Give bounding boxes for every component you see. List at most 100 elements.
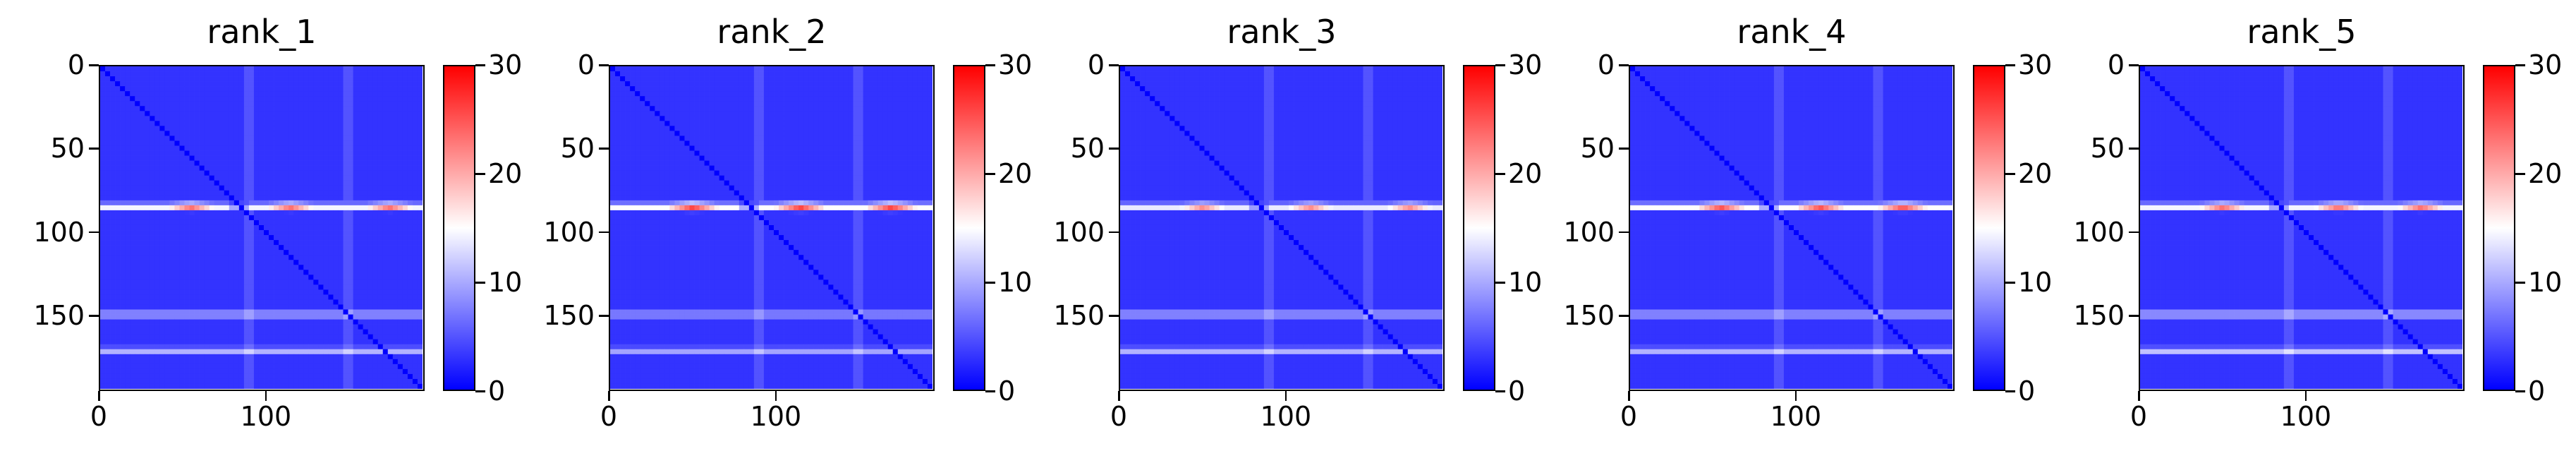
heatmap-cell bbox=[734, 86, 739, 91]
heatmap-cell bbox=[719, 81, 724, 86]
heatmap-cell bbox=[264, 66, 269, 71]
heatmap-cell bbox=[264, 310, 269, 315]
heatmap-cell bbox=[818, 96, 823, 101]
heatmap-cell bbox=[338, 364, 343, 369]
heatmap-cell bbox=[249, 245, 254, 250]
heatmap-cell bbox=[100, 186, 105, 191]
heatmap-cell bbox=[120, 364, 125, 369]
heatmap-cell bbox=[388, 220, 393, 225]
heatmap-cell bbox=[229, 339, 234, 344]
heatmap-cell bbox=[308, 315, 313, 320]
heatmap-cell bbox=[135, 210, 140, 215]
heatmap-cell bbox=[125, 270, 130, 275]
heatmap-cell bbox=[288, 140, 293, 145]
heatmap-cell bbox=[353, 86, 358, 91]
heatmap-cell bbox=[205, 325, 209, 330]
heatmap-cell bbox=[205, 245, 209, 250]
heatmap-cell bbox=[303, 166, 308, 171]
heatmap-cell bbox=[205, 240, 209, 245]
heatmap-cell bbox=[200, 359, 205, 364]
heatmap-cell bbox=[794, 116, 798, 121]
heatmap-cell bbox=[418, 230, 423, 235]
heatmap-cell bbox=[288, 166, 293, 171]
heatmap-cell bbox=[174, 210, 179, 215]
heatmap-cell bbox=[754, 66, 759, 71]
heatmap-cell bbox=[883, 81, 888, 86]
heatmap-cell bbox=[393, 335, 398, 339]
heatmap-cell bbox=[110, 330, 115, 335]
heatmap-cell bbox=[200, 275, 205, 279]
heatmap-cell bbox=[214, 220, 219, 225]
heatmap-cell bbox=[110, 215, 115, 220]
heatmap-cell bbox=[403, 166, 408, 171]
heatmap-cell bbox=[150, 76, 154, 81]
heatmap-cell bbox=[190, 270, 195, 275]
heatmap-cell bbox=[105, 250, 110, 255]
heatmap-cell bbox=[388, 265, 393, 270]
heatmap-cell bbox=[214, 215, 219, 220]
heatmap-cell bbox=[145, 235, 150, 240]
heatmap-cell bbox=[344, 210, 348, 215]
heatmap-cell bbox=[674, 66, 679, 71]
heatmap-cell bbox=[808, 91, 813, 96]
heatmap-cell bbox=[209, 339, 214, 344]
heatmap-cell bbox=[368, 320, 373, 325]
heatmap-cell bbox=[764, 66, 769, 71]
heatmap-cell bbox=[200, 374, 205, 379]
heatmap-cell bbox=[169, 101, 174, 106]
heatmap-cell bbox=[724, 106, 729, 111]
heatmap-cell bbox=[105, 304, 110, 309]
heatmap-cell bbox=[140, 315, 145, 320]
heatmap-cell bbox=[254, 339, 259, 344]
heatmap-cell bbox=[284, 101, 288, 106]
heatmap-cell bbox=[353, 200, 358, 205]
heatmap-cell bbox=[403, 294, 408, 299]
heatmap-cell bbox=[823, 116, 828, 121]
heatmap-cell bbox=[313, 76, 318, 81]
heatmap-cell bbox=[888, 66, 893, 71]
heatmap-cell bbox=[353, 364, 358, 369]
heatmap-cell bbox=[298, 245, 303, 250]
heatmap-cell bbox=[630, 81, 635, 86]
heatmap-cell bbox=[333, 255, 338, 260]
heatmap-cell bbox=[279, 111, 284, 116]
heatmap-cell bbox=[413, 131, 418, 136]
heatmap-cell bbox=[308, 354, 313, 359]
heatmap-cell bbox=[100, 325, 105, 330]
heatmap-cell bbox=[269, 349, 274, 354]
heatmap-cell bbox=[344, 235, 348, 240]
heatmap-cell bbox=[650, 71, 655, 76]
heatmap-cell bbox=[393, 121, 398, 126]
heatmap-cell bbox=[293, 156, 298, 161]
heatmap-cell bbox=[625, 71, 630, 76]
heatmap-cell bbox=[105, 140, 110, 145]
heatmap-cell bbox=[185, 284, 190, 289]
heatmap-cell bbox=[388, 289, 393, 294]
heatmap-cell bbox=[159, 140, 164, 145]
heatmap-cell bbox=[244, 140, 249, 145]
heatmap-cell bbox=[798, 106, 803, 111]
heatmap-cell bbox=[130, 315, 135, 320]
heatmap-cell bbox=[313, 136, 318, 140]
heatmap-cell bbox=[388, 151, 393, 156]
heatmap-cell bbox=[408, 325, 413, 330]
heatmap-cell bbox=[169, 310, 174, 315]
heatmap-cell bbox=[284, 205, 288, 210]
heatmap-cell bbox=[140, 96, 145, 101]
heatmap-cell bbox=[313, 156, 318, 161]
heatmap-cell bbox=[418, 116, 423, 121]
heatmap-cell bbox=[383, 181, 388, 186]
heatmap-cell bbox=[100, 250, 105, 255]
heatmap-cell bbox=[254, 91, 259, 96]
heatmap-cell bbox=[908, 116, 913, 121]
heatmap-cell bbox=[358, 196, 363, 200]
heatmap-cell bbox=[100, 81, 105, 86]
heatmap-cell bbox=[154, 330, 159, 335]
heatmap-cell bbox=[174, 265, 179, 270]
heatmap-cell bbox=[145, 349, 150, 354]
heatmap-cell bbox=[729, 76, 734, 81]
heatmap-cell bbox=[719, 91, 724, 96]
heatmap-cell bbox=[120, 91, 125, 96]
heatmap-cell bbox=[140, 364, 145, 369]
heatmap-cell bbox=[274, 344, 279, 349]
